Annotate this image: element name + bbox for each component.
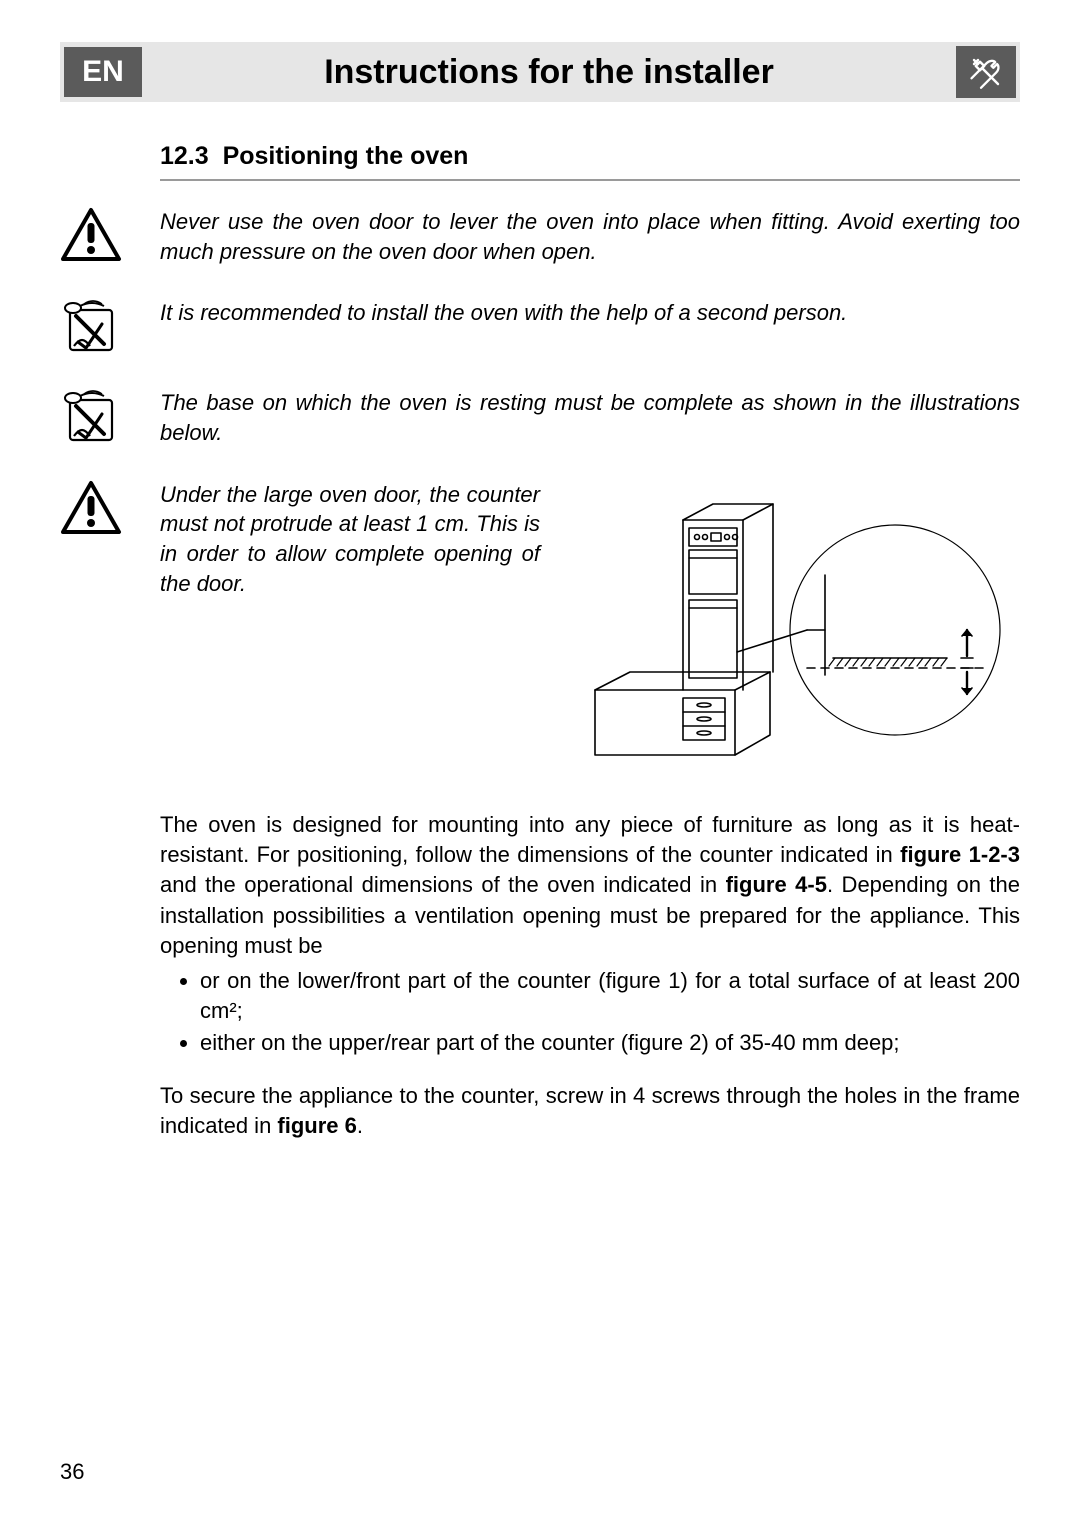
body-text: or on the lower/front part of the counte…: [200, 968, 606, 993]
list-item: or on the lower/front part of the counte…: [200, 966, 1020, 1027]
figure-ref: figure 2: [628, 1030, 701, 1055]
list-item: either on the upper/rear part of the cou…: [200, 1028, 1020, 1058]
oven-diagram: [560, 480, 1020, 780]
page-title: Instructions for the installer: [142, 53, 956, 92]
section-number: 12.3: [160, 142, 209, 170]
tools-icon: [956, 46, 1016, 98]
section-rule: [160, 179, 1020, 181]
note-text: The base on which the oven is resting mu…: [160, 388, 1020, 447]
body-text: and the operational dimensions of the ov…: [160, 872, 726, 897]
warning-text: Under the large oven door, the counter m…: [160, 480, 540, 599]
warning-row: Under the large oven door, the counter m…: [160, 480, 540, 599]
note-row: The base on which the oven is resting mu…: [160, 388, 1020, 447]
body-paragraph: To secure the appliance to the counter, …: [160, 1081, 1020, 1142]
warning-text: Never use the oven door to lever the ove…: [160, 207, 1020, 266]
bullet-list: or on the lower/front part of the counte…: [160, 966, 1020, 1059]
manual-icon: [60, 298, 122, 356]
section-heading: 12.3 Positioning the oven: [160, 142, 1020, 171]
note-text: It is recommended to install the oven wi…: [160, 298, 1020, 328]
figure-ref: figure 1: [606, 968, 681, 993]
language-badge: EN: [64, 47, 142, 97]
body-text: The oven is designed for mounting into a…: [160, 812, 1020, 867]
body-text: .: [357, 1113, 363, 1138]
figure-ref: figure 6: [277, 1113, 356, 1138]
content-area: 12.3 Positioning the oven Never use the …: [60, 142, 1020, 1141]
note-row: It is recommended to install the oven wi…: [160, 298, 1020, 356]
warning-icon: [60, 207, 122, 263]
body-text: either on the upper/rear part of the cou…: [200, 1030, 628, 1055]
warning-icon: [60, 480, 122, 536]
body-text: ) of 35-40 mm deep;: [701, 1030, 899, 1055]
section-title-text: Positioning the oven: [223, 142, 469, 170]
warning-with-diagram: Under the large oven door, the counter m…: [160, 480, 1020, 780]
page-number: 36: [60, 1459, 84, 1485]
warning-row: Never use the oven door to lever the ove…: [160, 207, 1020, 266]
manual-icon: [60, 388, 122, 446]
header-band: EN Instructions for the installer: [60, 42, 1020, 102]
figure-ref: figure 4-5: [726, 872, 827, 897]
page: EN Instructions for the installer 12.3 P…: [0, 0, 1080, 1529]
figure-ref: figure 1-2-3: [900, 842, 1020, 867]
body-paragraph: The oven is designed for mounting into a…: [160, 810, 1020, 962]
